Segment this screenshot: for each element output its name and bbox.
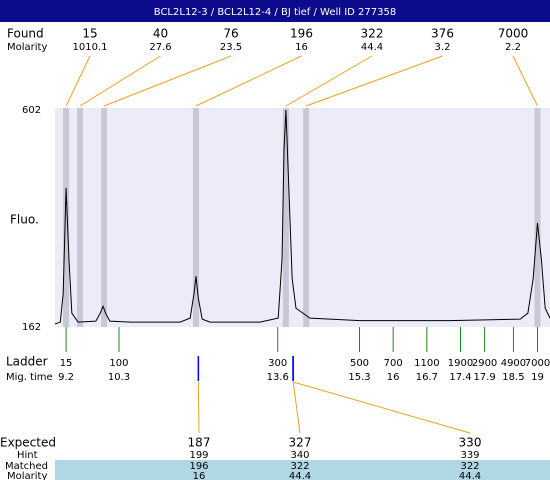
found-size: 7000 [498, 27, 529, 41]
found-molarity: 27.6 [149, 42, 171, 53]
ladder-mig-time: 18.5 [502, 372, 524, 383]
matched-size: 322 [460, 461, 479, 472]
found-molarity: 2.2 [505, 42, 521, 53]
matched-label: Matched [5, 461, 48, 472]
molarity-label: Molarity [7, 471, 47, 480]
matched-size: 322 [290, 461, 309, 472]
expected-connector [292, 381, 471, 434]
ladder-size: 1900 [448, 358, 473, 369]
ladder-size: 500 [350, 358, 369, 369]
trace [54, 109, 550, 325]
found-molarity: 44.4 [361, 42, 383, 53]
y-tick-label: 162 [22, 322, 41, 333]
peak-connector [103, 55, 232, 107]
found-size: 15 [82, 27, 97, 41]
peak-connector [512, 55, 538, 107]
y-axis-label: Fluo. [10, 213, 39, 227]
ladder-size: 100 [109, 358, 128, 369]
expected-molarity: 44.4 [289, 471, 311, 480]
ladder-mig-time: 19 [531, 372, 544, 383]
hint-label: Hint [17, 450, 38, 461]
peak-band [282, 108, 289, 327]
found-size: 376 [431, 27, 454, 41]
matched-size: 196 [189, 461, 208, 472]
found-molarity: 3.2 [435, 42, 451, 53]
header-bar [0, 0, 550, 22]
expected-molarity: 16 [193, 471, 206, 480]
expected-label: Expected [0, 436, 56, 450]
molarity-label: Molarity [7, 42, 47, 53]
found-molarity: 16 [295, 42, 308, 53]
found-molarity: 23.5 [220, 42, 242, 53]
matched-row-bg [55, 460, 550, 480]
mig-time-label: Mig. time [6, 372, 53, 383]
expected-size: 187 [188, 436, 211, 450]
peak-band [192, 108, 199, 327]
ladder-size: 700 [384, 358, 403, 369]
peak-band [101, 108, 108, 327]
peak-connector [79, 55, 161, 107]
ladder-mig-time: 10.3 [108, 372, 130, 383]
ladder-mig-time: 13.6 [267, 372, 289, 383]
found-size: 322 [361, 27, 384, 41]
found-size: 40 [153, 27, 168, 41]
ladder-size: 4900 [501, 358, 526, 369]
expected-size: 327 [289, 436, 312, 450]
ladder-label: Ladder [6, 355, 48, 369]
ladder-mig-time: 16 [387, 372, 400, 383]
ladder-size: 2900 [472, 358, 497, 369]
peak-band [63, 108, 70, 327]
hint-size: 340 [290, 450, 309, 461]
ladder-mig-time: 15.3 [348, 372, 370, 383]
ladder-size: 15 [60, 358, 73, 369]
peak-connector [65, 55, 91, 107]
peak-connector [305, 55, 443, 107]
found-label: Found [7, 27, 44, 41]
ladder-mig-time: 9.2 [58, 372, 74, 383]
peak-connector [285, 55, 373, 107]
peak-band [303, 108, 310, 327]
ladder-mig-time: 16.7 [416, 372, 438, 383]
hint-size: 339 [460, 450, 479, 461]
found-size: 76 [223, 27, 238, 41]
expected-connector [292, 381, 301, 434]
peak-band [534, 108, 541, 327]
peak-connector [195, 55, 302, 107]
found-molarity: 1010.1 [73, 42, 108, 53]
ladder-size: 300 [268, 358, 287, 369]
ladder-mig-time: 17.9 [473, 372, 495, 383]
expected-connector [197, 381, 200, 434]
expected-size: 330 [459, 436, 482, 450]
expected-molarity: 44.4 [459, 471, 481, 480]
found-size: 196 [290, 27, 313, 41]
ladder-size: 1100 [414, 358, 439, 369]
y-tick-label: 602 [22, 105, 41, 116]
ladder-size: 7000 [525, 358, 550, 369]
ladder-mig-time: 17.4 [449, 372, 471, 383]
header-title: BCL2L12-3 / BCL2L12-4 / BJ tief / Well I… [154, 7, 396, 18]
hint-size: 199 [189, 450, 208, 461]
plot-area [55, 108, 550, 327]
peak-band [77, 108, 84, 327]
